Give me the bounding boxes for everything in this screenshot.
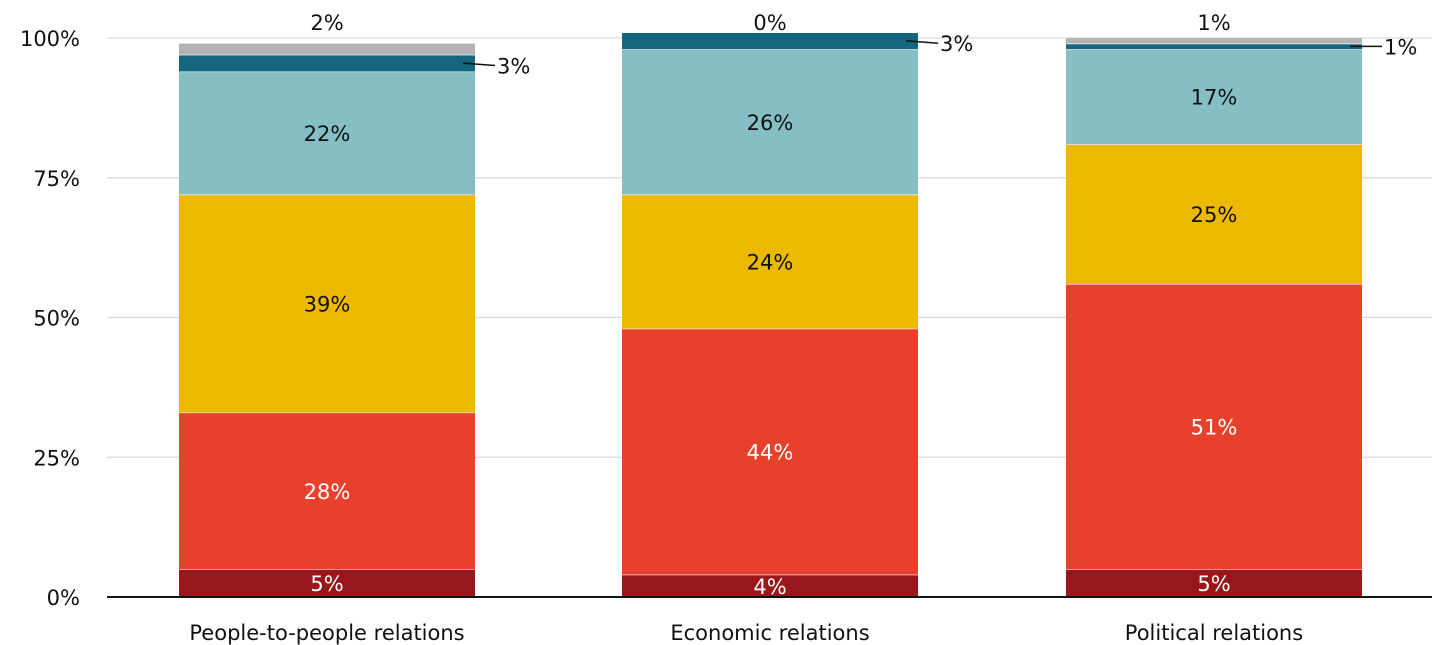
bar-segment bbox=[622, 32, 918, 50]
x-category-label: People-to-people relations bbox=[189, 621, 464, 645]
bar-segment bbox=[622, 328, 918, 575]
bar-segment bbox=[1066, 38, 1362, 44]
data-label: 44% bbox=[747, 441, 794, 465]
bar-segment bbox=[622, 194, 918, 329]
x-category-label: Economic relations bbox=[670, 621, 869, 645]
bar-segment bbox=[179, 54, 475, 72]
data-label: 39% bbox=[304, 293, 351, 317]
bar-segment bbox=[1066, 49, 1362, 145]
bar-segment bbox=[1066, 43, 1362, 50]
data-label: 51% bbox=[1191, 416, 1238, 440]
y-tick-label: 0% bbox=[47, 586, 80, 610]
data-label: 4% bbox=[753, 575, 786, 599]
data-label: 26% bbox=[747, 111, 794, 135]
leader-line bbox=[462, 62, 496, 67]
bar-segment bbox=[622, 574, 918, 597]
data-labels: 5% 28% 39% 22% 3% 2% 4% 44% 24% 26% 3% 0% 5% 51% 25% 17… bbox=[304, 11, 1418, 599]
data-label: 0% bbox=[753, 11, 786, 35]
data-label: 25% bbox=[1191, 203, 1238, 227]
y-tick-label: 100% bbox=[20, 27, 80, 51]
data-label: 24% bbox=[747, 251, 794, 275]
axes: 0% 25% 50% 75% 100% People-to-people relation… bbox=[20, 27, 1432, 645]
data-label: 1% bbox=[1197, 11, 1230, 35]
bar-segment bbox=[179, 569, 475, 597]
leader-line bbox=[905, 40, 939, 44]
x-category-label: Political relations bbox=[1125, 621, 1303, 645]
bar-segment bbox=[179, 194, 475, 413]
data-label: 22% bbox=[304, 122, 351, 146]
bar-segment bbox=[1066, 283, 1362, 570]
data-label: 2% bbox=[310, 11, 343, 35]
data-label: 17% bbox=[1191, 86, 1238, 110]
bars bbox=[179, 31, 1362, 597]
y-tick-label: 25% bbox=[33, 446, 80, 470]
bar-segment bbox=[1066, 569, 1362, 597]
y-tick-label: 50% bbox=[33, 307, 80, 331]
data-label: 5% bbox=[1197, 572, 1230, 596]
y-tick-label: 75% bbox=[33, 167, 80, 191]
data-label: 28% bbox=[304, 480, 351, 504]
data-label: 3% bbox=[940, 32, 973, 56]
bar-segment bbox=[179, 71, 475, 195]
data-label: 5% bbox=[310, 572, 343, 596]
data-label: 1% bbox=[1384, 35, 1417, 59]
bar-segment bbox=[179, 412, 475, 570]
data-label: 3% bbox=[497, 55, 530, 79]
bar-segment bbox=[622, 49, 918, 195]
bar-segment bbox=[179, 43, 475, 55]
bar-segment bbox=[1066, 144, 1362, 284]
